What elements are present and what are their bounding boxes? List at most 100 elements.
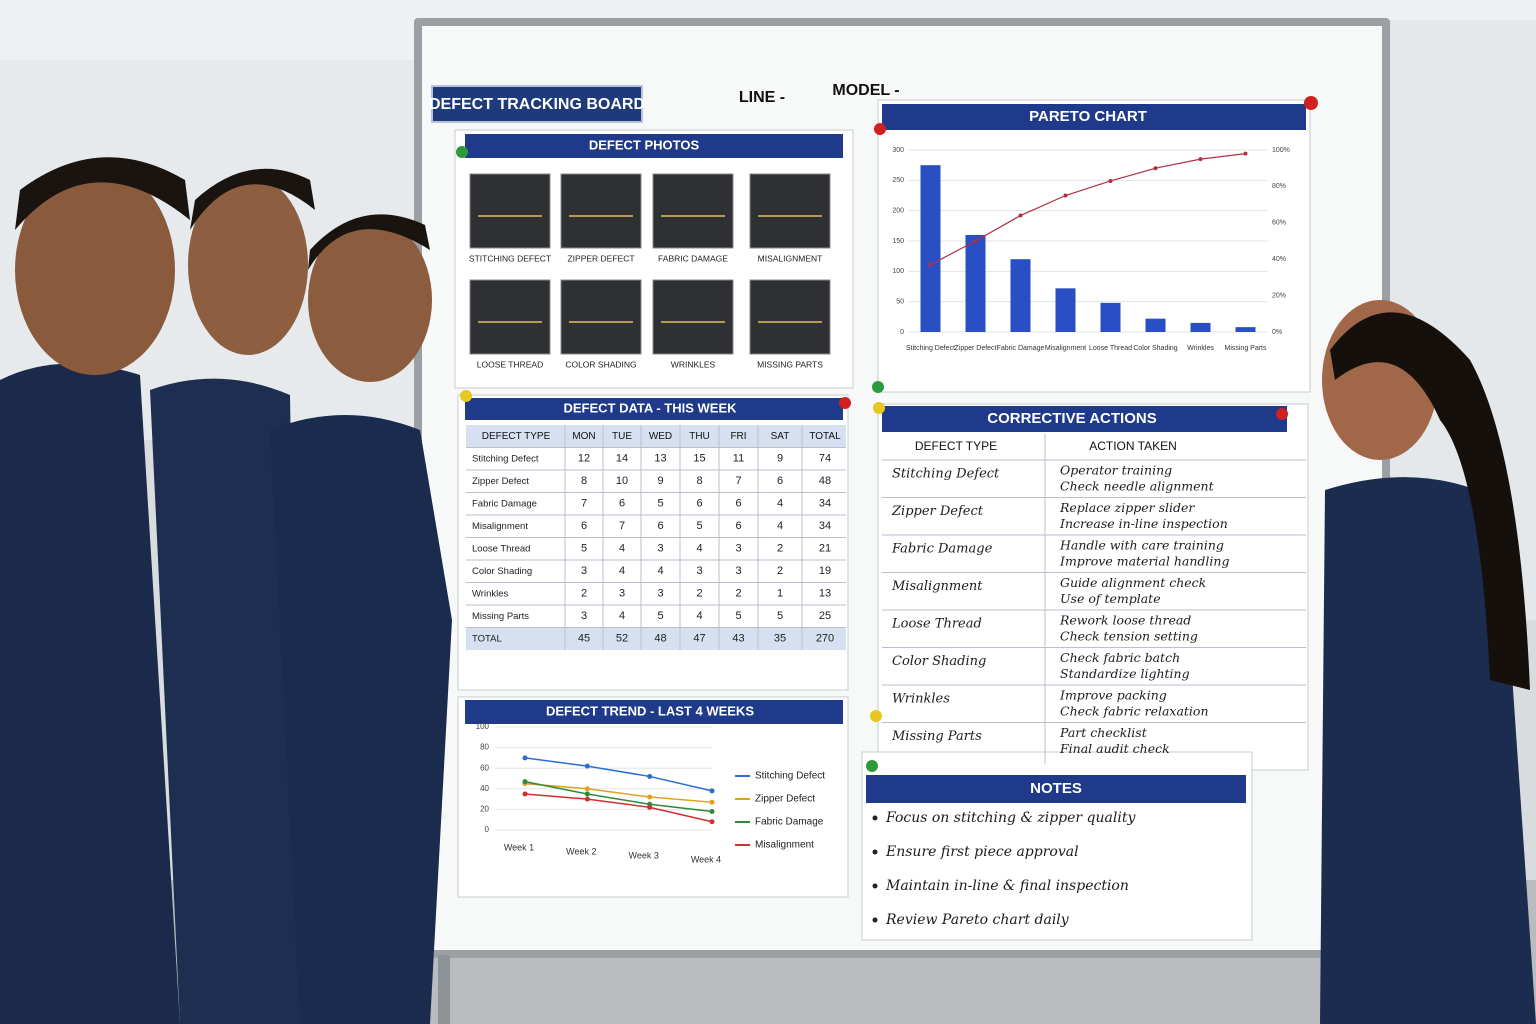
photo-label: FABRIC DAMAGE (658, 253, 728, 263)
trend-point (709, 788, 715, 794)
panel-title: DEFECT DATA - THIS WEEK (563, 400, 737, 415)
person-hair (15, 157, 190, 230)
trend-line (524, 782, 713, 803)
cell-value: 3 (619, 588, 625, 600)
people (0, 157, 1536, 1024)
row-label: Fabric Damage (472, 498, 537, 509)
cumulative-point (1198, 157, 1203, 162)
panel-title: NOTES (1030, 780, 1082, 797)
trend-point (647, 794, 653, 800)
trend-line (524, 780, 713, 813)
cell-value: 48 (819, 475, 831, 487)
x-tick-label: Wrinkles (1187, 345, 1214, 352)
cell-value: 12 (578, 453, 590, 465)
cell-value: 15 (693, 453, 705, 465)
note-item: Focus on stitching & zipper quality (885, 810, 1136, 826)
row-label: TOTAL (472, 633, 502, 644)
bullet (872, 883, 878, 889)
cell-value: 3 (735, 565, 741, 577)
cell-value: 25 (819, 610, 831, 622)
note-item: Review Pareto chart daily (885, 912, 1070, 928)
magnet (872, 381, 884, 393)
cell-value: 13 (819, 588, 831, 600)
cell-value: 6 (619, 498, 625, 510)
bar (1100, 302, 1121, 332)
title-banner (431, 85, 643, 123)
person-body (270, 415, 452, 1024)
magnet (839, 397, 851, 409)
x-tick-label: Zipper Defect (954, 345, 996, 352)
y-tick-label: 60 (480, 763, 489, 772)
y2-tick-label: 80% (1272, 183, 1286, 190)
model-label: MODEL - (832, 82, 899, 99)
panel-title: DEFECT PHOTOS (589, 137, 700, 152)
cell-value: 47 (693, 633, 705, 645)
cell-value: 4 (777, 520, 783, 532)
action-line: Final audit check (1059, 741, 1170, 756)
defect-type: Fabric Damage (891, 542, 993, 557)
cell-value: 8 (696, 475, 702, 487)
y-tick-label: 150 (892, 238, 904, 245)
panel-header (882, 104, 1306, 130)
trend-point (709, 819, 715, 825)
trend-point (647, 773, 653, 779)
cell-value: 11 (733, 453, 744, 465)
row-label: Zipper Defect (472, 476, 529, 487)
trend-point (709, 799, 715, 805)
cell-value: 13 (654, 453, 666, 465)
cell-value: 8 (581, 475, 587, 487)
y-tick-label: 200 (892, 208, 904, 215)
board-content: STITCHING DEFECT ZIPPER DEFECT FABRIC DAMA… (466, 147, 1306, 928)
y-tick-label: 0 (900, 329, 904, 336)
cell-value: 9 (777, 453, 783, 465)
x-tick-label: Week 2 (566, 846, 596, 856)
table-header: TOTAL (809, 431, 841, 442)
panel-header (465, 134, 843, 158)
person-hair (308, 214, 430, 270)
defect-photo (652, 173, 734, 249)
cell-value: 3 (581, 610, 587, 622)
defect-photo (560, 279, 642, 355)
table-header: TUE (612, 431, 632, 442)
trend-point (584, 786, 590, 792)
action-line: Check fabric batch (1060, 650, 1180, 665)
cell-value: 7 (619, 520, 625, 532)
cumulative-point (1018, 213, 1023, 218)
x-tick-label: Missing Parts (1224, 345, 1267, 352)
cell-value: 14 (616, 453, 628, 465)
legend-label: Zipper Defect (755, 794, 815, 805)
cell-value: 4 (619, 610, 625, 622)
person-body (0, 363, 180, 1024)
cell-value: 3 (657, 588, 663, 600)
panel-title: DEFECT TREND - LAST 4 WEEKS (546, 703, 754, 718)
panel-header (866, 775, 1246, 803)
cell-value: 5 (657, 498, 663, 510)
cumulative-point (1063, 193, 1068, 198)
trend-point (584, 796, 590, 802)
cell-value: 2 (777, 543, 783, 555)
cumulative-point (973, 239, 978, 243)
trend-line (524, 793, 713, 823)
cell-value: 5 (581, 543, 587, 555)
cell-value: 34 (819, 520, 831, 532)
action-line: Improve material handling (1059, 554, 1229, 569)
cumulative-line (930, 153, 1246, 266)
trend-point (647, 804, 653, 810)
table-header: SAT (771, 431, 790, 442)
magnet (460, 390, 472, 402)
cell-value: 48 (654, 633, 666, 645)
defect-photo (749, 279, 831, 355)
cell-value: 52 (616, 633, 628, 645)
table-header-bg (466, 425, 846, 448)
action-line: Improve packing (1059, 688, 1167, 703)
row-label: Stitching Defect (472, 453, 539, 464)
photo-label: COLOR SHADING (565, 359, 636, 369)
magnet (1304, 96, 1318, 110)
bullet (872, 815, 878, 821)
photo-label: LOOSE THREAD (477, 359, 543, 369)
trend-point (709, 808, 715, 814)
bar (1145, 318, 1166, 332)
board-title: DEFECT TRACKING BOARD (429, 96, 645, 113)
bullet (872, 917, 878, 923)
